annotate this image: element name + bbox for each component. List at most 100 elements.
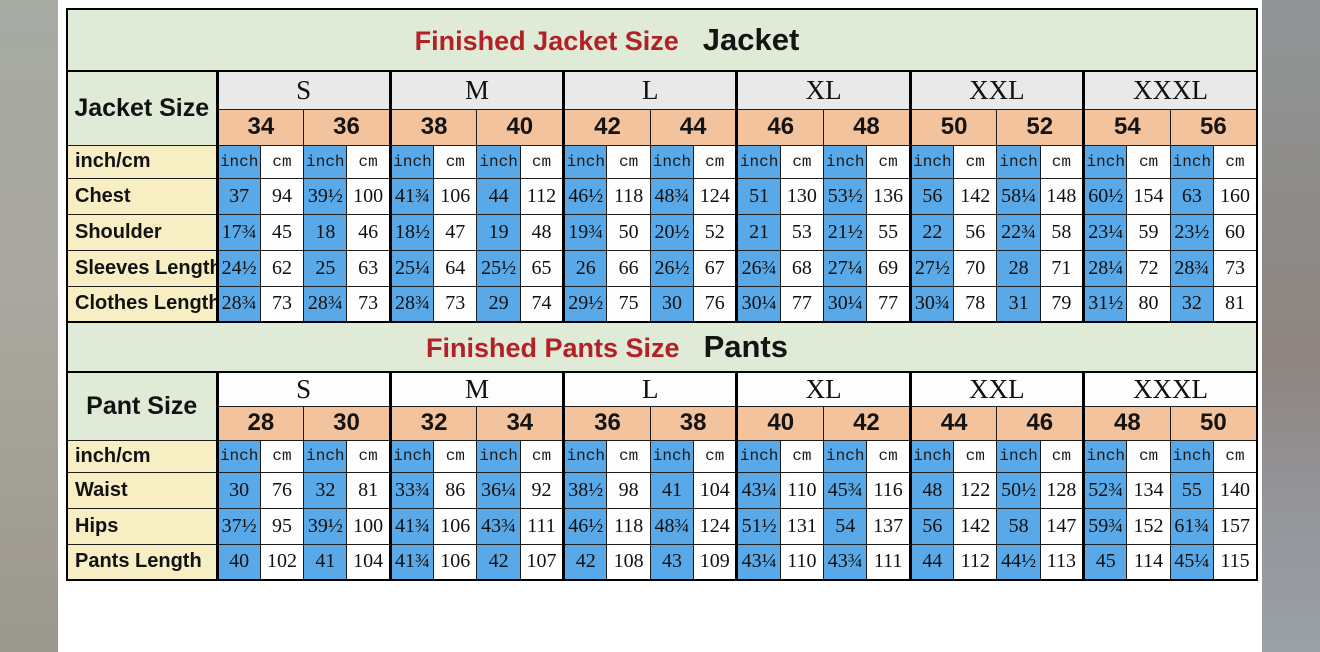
jacket-value-cell: 73	[259, 285, 305, 323]
pants-value-cell: 112	[953, 543, 998, 581]
jacket-value-cell: 39½	[303, 177, 348, 215]
jacket-value-cell: 46	[346, 213, 391, 251]
jacket-value-cell: 32	[1169, 285, 1215, 323]
jacket-value-cell: 17¾	[215, 213, 261, 251]
pants-value-cell: 59¾	[1082, 507, 1128, 545]
jacket-value-cell: 72	[1126, 249, 1171, 287]
jacket-unit-cell: cm	[1039, 144, 1085, 179]
pants-size-number-cell: 38	[649, 405, 738, 441]
pants-value-cell: 142	[953, 507, 998, 545]
jacket-unit-cell: inch	[908, 144, 955, 179]
pants-size-letter-cell: M	[388, 371, 565, 407]
pants-value-cell: 137	[866, 507, 911, 545]
jacket-value-cell: 81	[1213, 285, 1258, 323]
jacket-unit-cell: inch	[996, 144, 1041, 179]
pants-title-red-text: Finished Pants Size	[426, 333, 680, 363]
jacket-unit-cell: cm	[693, 144, 738, 179]
pants-unit-cell: cm	[953, 439, 998, 473]
pants-numbers-row: 28 30 32 34 36 38 40 42 44 46 48 50	[67, 405, 1258, 441]
pants-title-black-text: Pants	[703, 329, 788, 364]
pants-value-cell: 43	[649, 543, 695, 581]
pants-value-cell: 40	[215, 543, 261, 581]
pants-size-number-cell: 50	[1169, 405, 1258, 441]
jacket-value-cell: 94	[259, 177, 305, 215]
jacket-unit-cell: inch	[823, 144, 868, 179]
jacket-value-cell: 67	[693, 249, 738, 287]
pants-value-cell: 157	[1213, 507, 1258, 545]
pants-value-cell: 76	[259, 471, 305, 509]
pants-value-cell: 51½	[735, 507, 781, 545]
pants-value-cell: 43¾	[476, 507, 521, 545]
size-chart: Finished Jacket Size Jacket Jacket Size S M L…	[66, 8, 1258, 581]
pants-unit-cell: inch	[996, 439, 1041, 473]
pants-size-number-cell: 46	[996, 405, 1085, 441]
pants-value-cell: 116	[866, 471, 911, 509]
jacket-row-label: Clothes Length	[66, 285, 219, 323]
jacket-value-cell: 29	[476, 285, 521, 323]
pants-value-cell: 52¾	[1082, 471, 1128, 509]
jacket-unit-cell: inch	[1169, 144, 1215, 179]
pants-unit-cell: inch	[823, 439, 868, 473]
pants-section-title: Finished Pants Size Pants	[66, 321, 1258, 373]
jacket-value-cell: 60	[1213, 213, 1258, 251]
pants-value-cell: 55	[1169, 471, 1215, 509]
jacket-value-cell: 28¼	[1082, 249, 1128, 287]
pants-value-cell: 41¾	[388, 507, 435, 545]
jacket-value-cell: 30¼	[823, 285, 868, 323]
pants-unit-cell: cm	[1213, 439, 1258, 473]
jacket-value-cell: 28	[996, 249, 1041, 287]
jacket-unit-cell: cm	[259, 144, 305, 179]
jacket-value-cell: 79	[1039, 285, 1085, 323]
jacket-value-cell: 148	[1039, 177, 1085, 215]
jacket-unit-cell: cm	[866, 144, 911, 179]
pants-value-cell: 61¾	[1169, 507, 1215, 545]
pants-value-cell: 115	[1213, 543, 1258, 581]
pants-row-label: Pants Length	[66, 543, 219, 581]
pants-value-cell: 56	[908, 507, 955, 545]
jacket-value-cell: 31½	[1082, 285, 1128, 323]
jacket-value-cell: 106	[433, 177, 478, 215]
pants-unit-cell: cm	[606, 439, 651, 473]
jacket-value-cell: 74	[519, 285, 565, 323]
jacket-unit-cell: cm	[346, 144, 391, 179]
jacket-unit-cell: inch	[476, 144, 521, 179]
jacket-unit-cell: inch	[735, 144, 781, 179]
jacket-size-letter-cell: XXL	[908, 70, 1085, 110]
jacket-value-cell: 48¾	[649, 177, 695, 215]
jacket-value-cell: 160	[1213, 177, 1258, 215]
pants-value-cell: 41	[649, 471, 695, 509]
pants-value-cell: 106	[433, 543, 478, 581]
pants-size-number-cell: 30	[303, 405, 391, 441]
pants-unit-cell: cm	[1039, 439, 1085, 473]
jacket-value-cell: 48	[519, 213, 565, 251]
jacket-value-cell: 75	[606, 285, 651, 323]
pants-unit-cell: cm	[693, 439, 738, 473]
jacket-value-cell: 70	[953, 249, 998, 287]
jacket-data-row: Sleeves Length 24½ 62 25 63 25¼ 64 25½ 65 26 66 26½…	[66, 249, 1258, 287]
jacket-value-cell: 19¾	[562, 213, 608, 251]
pants-data-row: Hips 37½ 95 39½ 100 41¾ 106 43¾ 111 46½ 118 48¾ 124 5…	[66, 507, 1258, 545]
jacket-value-cell: 29½	[562, 285, 608, 323]
jacket-value-cell: 71	[1039, 249, 1085, 287]
pants-size-number-cell: 44	[908, 405, 998, 441]
pants-unit-cell: cm	[346, 439, 391, 473]
jacket-value-cell: 112	[519, 177, 565, 215]
pants-value-cell: 111	[519, 507, 565, 545]
jacket-unit-cell: inch	[303, 144, 348, 179]
jacket-unit-cell: inch	[562, 144, 608, 179]
jacket-unit-cell: cm	[519, 144, 565, 179]
pants-value-cell: 33¾	[388, 471, 435, 509]
jacket-row-label: Shoulder	[66, 213, 219, 251]
jacket-value-cell: 64	[433, 249, 478, 287]
jacket-value-cell: 58	[1039, 213, 1085, 251]
pants-value-cell: 110	[779, 543, 825, 581]
pants-data-row: Waist 30 76 32 81 33¾ 86 36¼ 92 38½ 98 41 104 43¼ 110 4…	[66, 471, 1258, 509]
pants-size-letter-cell: L	[562, 371, 738, 407]
jacket-value-cell: 118	[606, 177, 651, 215]
jacket-numbers-row: 34 36 38 40 42 44 46 48 50 52 54 56	[67, 108, 1258, 146]
jacket-size-number-cell: 38	[388, 108, 478, 146]
pants-value-cell: 48¾	[649, 507, 695, 545]
pants-size-letter-cell: XL	[735, 371, 911, 407]
jacket-value-cell: 80	[1126, 285, 1171, 323]
pants-unit-cell: inch	[735, 439, 781, 473]
